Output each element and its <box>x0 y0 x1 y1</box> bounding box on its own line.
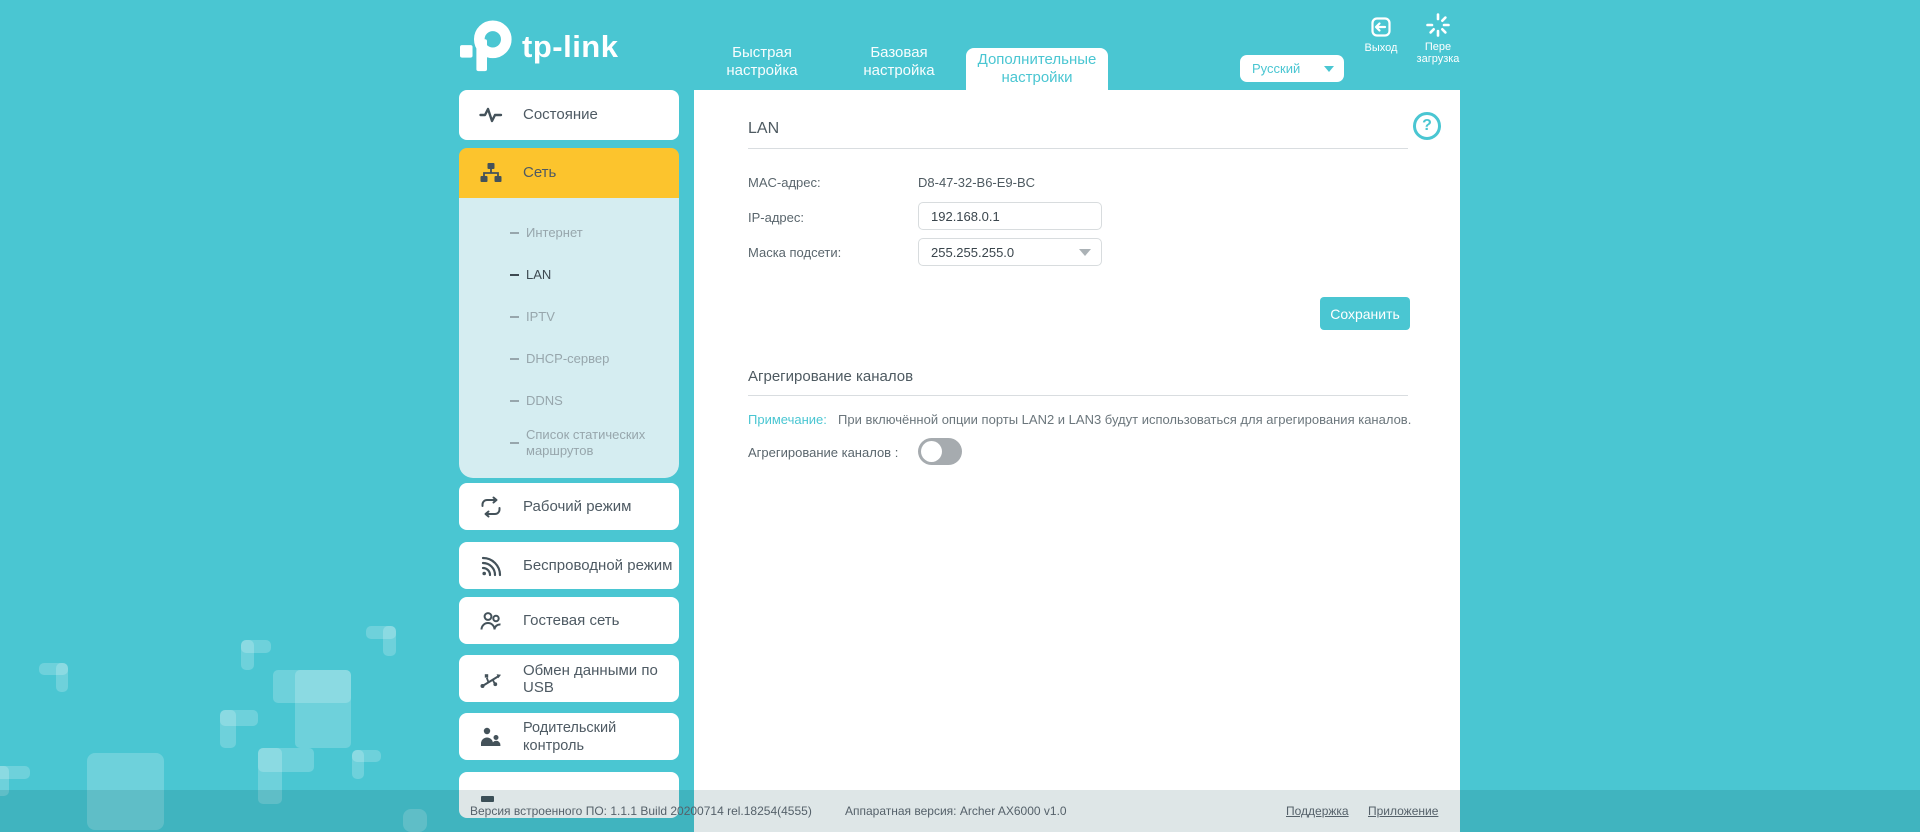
ip-address-input[interactable] <box>918 202 1102 230</box>
language-select[interactable]: Русский <box>1240 55 1344 82</box>
sidebar-item-label: Состояние <box>523 106 598 123</box>
operation-mode-icon <box>459 495 523 519</box>
save-button[interactable]: Сохранить <box>1320 297 1410 330</box>
usb-icon <box>459 667 523 691</box>
logo-wordmark: tp-link <box>522 29 619 64</box>
app-link[interactable]: Приложение <box>1368 804 1439 818</box>
tab-advanced-line1: Дополнительные <box>977 51 1097 68</box>
decorative-square <box>403 809 427 832</box>
sidebar-item-next-partial[interactable] <box>459 772 679 818</box>
subitem-label: DHCP-сервер <box>526 351 610 366</box>
dash-icon <box>510 400 519 402</box>
hardware-version: Аппаратная версия: Archer AX6000 v1.0 <box>845 804 1067 818</box>
chevron-down-icon <box>1079 248 1091 256</box>
logout-label: Выход <box>1364 42 1398 54</box>
tab-advanced-line2: настройки <box>1001 69 1073 86</box>
decorative-square <box>352 750 381 779</box>
decorative-square <box>366 626 396 656</box>
tab-basic-line1: Базовая <box>870 44 928 61</box>
sidebar-subitem-dhcp[interactable]: DHCP-сервер <box>459 338 679 380</box>
dash-icon <box>510 274 519 276</box>
decorative-square <box>39 663 68 692</box>
reboot-label-line2: загрузка <box>1416 53 1460 65</box>
tab-basic-line2: настройка <box>863 62 935 79</box>
network-icon <box>459 161 523 185</box>
sidebar-item-operation-mode[interactable]: Рабочий режим <box>459 483 679 530</box>
sidebar-item-label: Сеть <box>523 164 557 181</box>
mac-address-label: MAC-адрес: <box>748 175 821 190</box>
toggle-knob <box>921 441 942 462</box>
logout-button[interactable]: Выход <box>1356 15 1406 54</box>
decorative-square <box>258 748 314 804</box>
partial-icon <box>459 783 523 807</box>
sidebar-item-usb-sharing[interactable]: Обмен данными по USB <box>459 655 679 702</box>
section-divider <box>748 148 1408 149</box>
subnet-mask-select[interactable]: 255.255.255.0 <box>918 238 1102 266</box>
tp-link-logo-icon <box>460 20 512 72</box>
dash-icon <box>510 316 519 318</box>
sidebar-item-wireless[interactable]: Беспроводной режим <box>459 542 679 589</box>
sidebar-item-network[interactable]: Сеть <box>459 148 679 198</box>
sidebar-item-guest-network[interactable]: Гостевая сеть <box>459 597 679 644</box>
sidebar-item-label: Гостевая сеть <box>523 611 620 629</box>
sidebar-subitem-internet[interactable]: Интернет <box>459 212 679 254</box>
tab-quick-line1: Быстрая <box>732 44 792 61</box>
subitem-label: Интернет <box>526 225 583 240</box>
sidebar-item-label: Рабочий режим <box>523 497 632 515</box>
sidebar-item-label: Беспроводной режим <box>523 556 673 574</box>
lan-section-title: LAN <box>748 120 780 137</box>
subnet-mask-label: Маска подсети: <box>748 245 842 260</box>
aggregation-toggle-label: Агрегирование каналов : <box>748 445 899 460</box>
note-label: Примечание: <box>748 412 827 427</box>
dash-icon <box>510 358 519 360</box>
subnet-mask-value: 255.255.255.0 <box>931 244 1015 260</box>
footer-bar: Версия встроенного ПО: 1.1.1 Build 20200… <box>0 790 1920 832</box>
reboot-icon <box>1426 13 1450 37</box>
sidebar-network-submenu: Интернет LAN IPTV DHCP-сервер DDNS Списо… <box>459 198 679 478</box>
decorative-square <box>241 640 271 670</box>
reboot-button[interactable]: Пере загрузка <box>1410 12 1466 65</box>
reboot-label-line1: Пере <box>1424 41 1452 53</box>
aggregation-section-title: Агрегирование каналов <box>748 368 914 385</box>
ip-address-label: IP-адрес: <box>748 210 804 225</box>
tab-quick-setup[interactable]: Быстрая настройка <box>687 44 837 80</box>
logout-icon <box>1371 17 1391 37</box>
support-link[interactable]: Поддержка <box>1286 804 1349 818</box>
language-select-value: Русский <box>1252 61 1301 76</box>
decorative-square <box>87 753 164 830</box>
tab-quick-line2: настройка <box>726 62 798 79</box>
sidebar-subitem-static-routes[interactable]: Список статических маршрутов <box>459 422 679 464</box>
chevron-down-icon <box>1324 65 1334 72</box>
aggregation-toggle[interactable] <box>918 438 962 465</box>
tp-link-logo: tp-link <box>460 20 619 74</box>
sidebar-item-label: Родительский контроль <box>523 719 617 754</box>
decorative-square <box>273 670 351 748</box>
parental-controls-icon <box>459 725 523 749</box>
tab-basic-settings[interactable]: Базовая настройка <box>824 44 974 80</box>
dash-icon <box>510 232 519 234</box>
subitem-label: Список статических маршрутов <box>526 427 646 458</box>
decorative-square <box>220 710 258 748</box>
sidebar-subitem-lan[interactable]: LAN <box>459 254 679 296</box>
subitem-label: LAN <box>526 267 552 282</box>
guest-network-icon <box>459 609 523 633</box>
sidebar-item-label: Обмен данными по USB <box>523 661 658 696</box>
sidebar-subitem-ddns[interactable]: DDNS <box>459 380 679 422</box>
decorative-square <box>0 766 30 796</box>
sidebar-item-parental-controls[interactable]: Родительский контроль <box>459 713 679 760</box>
subitem-label: IPTV <box>526 309 555 324</box>
dash-icon <box>510 442 519 444</box>
firmware-version: Версия встроенного ПО: 1.1.1 Build 20200… <box>470 804 812 818</box>
subitem-label: DDNS <box>526 393 563 408</box>
mac-address-value: D8-47-32-B6-E9-BC <box>918 175 1036 190</box>
help-icon[interactable]: ? <box>1413 112 1441 140</box>
tab-advanced-settings[interactable]: Дополнительные настройки <box>966 48 1108 90</box>
section-divider <box>748 395 1408 396</box>
pulse-icon <box>459 103 523 127</box>
sidebar-item-status[interactable]: Состояние <box>459 90 679 140</box>
sidebar-subitem-iptv[interactable]: IPTV <box>459 296 679 338</box>
wifi-icon <box>459 554 523 578</box>
note-text: При включённой опции порты LAN2 и LAN3 б… <box>838 412 1412 427</box>
